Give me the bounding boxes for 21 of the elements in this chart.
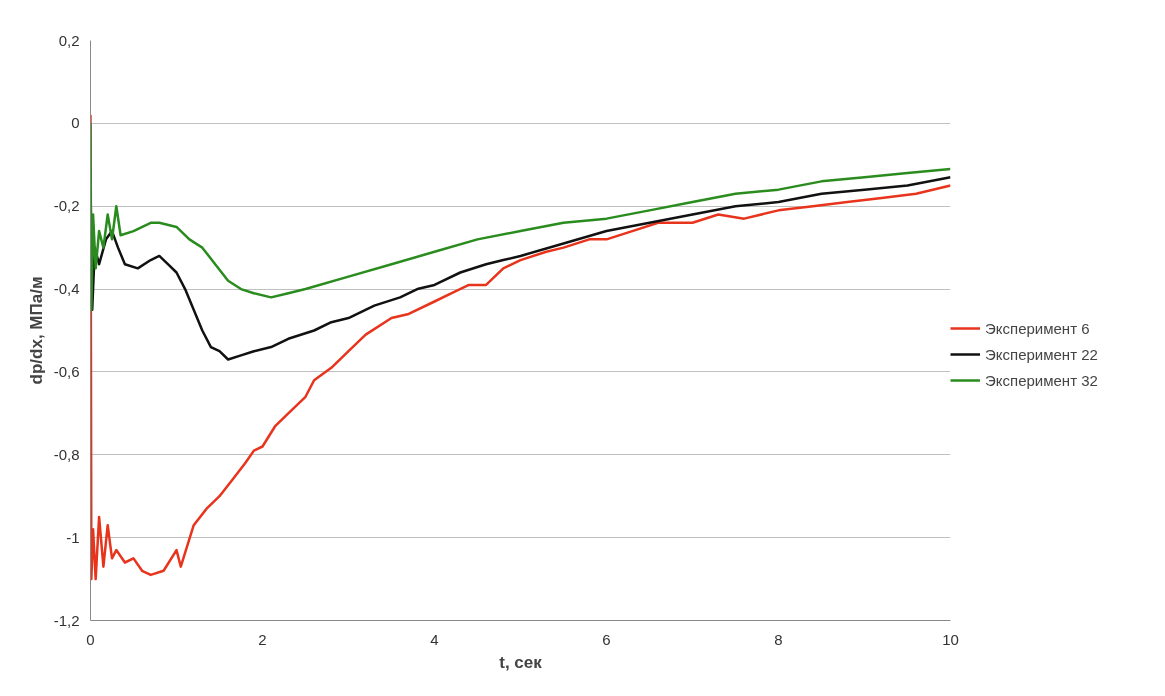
x-tick-label: 2 bbox=[258, 630, 267, 648]
y-tick-label: -1,2 bbox=[53, 611, 80, 629]
y-tick-label: -0,2 bbox=[53, 197, 80, 215]
y-tick-label: -1 bbox=[66, 528, 80, 546]
line-series bbox=[90, 122, 951, 312]
x-axis-title: t, сек bbox=[499, 652, 543, 672]
x-tick-label: 4 bbox=[430, 630, 439, 648]
legend-label: Эксперимент 22 bbox=[985, 345, 1098, 363]
x-tick-label: 10 bbox=[942, 630, 959, 648]
y-tick-label: -0,6 bbox=[53, 362, 80, 380]
y-tick-label: -0,8 bbox=[53, 445, 80, 463]
y-tick-label: 0,2 bbox=[58, 31, 80, 49]
x-tick-label: 0 bbox=[86, 630, 95, 648]
line-series bbox=[90, 113, 951, 581]
x-tick-label: 8 bbox=[774, 630, 783, 648]
legend-label: Эксперимент 6 bbox=[985, 319, 1090, 337]
y-tick-label: 0 bbox=[71, 114, 80, 132]
y-axis-title: dp/dx, МПа/м bbox=[26, 276, 46, 385]
legend-label: Эксперимент 32 bbox=[985, 371, 1098, 389]
y-tick-label: -0,4 bbox=[53, 280, 80, 298]
x-tick-label: 6 bbox=[602, 630, 611, 648]
